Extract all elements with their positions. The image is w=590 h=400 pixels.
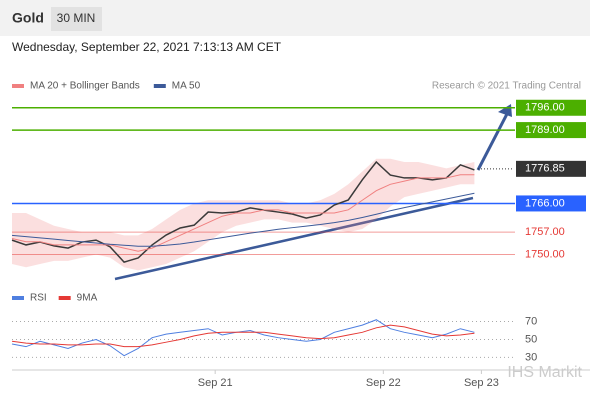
rsi-line bbox=[11, 319, 475, 357]
legend-label: MA 50 bbox=[172, 81, 201, 92]
x-tick-label: Sep 22 bbox=[366, 377, 401, 389]
level-box bbox=[516, 122, 586, 139]
legend-swatch bbox=[12, 296, 24, 300]
legend-label: 9MA bbox=[77, 293, 98, 304]
tab-label[interactable]: 30 MIN bbox=[57, 11, 96, 25]
legend-label: RSI bbox=[30, 293, 47, 304]
price-line bbox=[11, 160, 475, 263]
level-box bbox=[516, 99, 586, 116]
bollinger-band bbox=[12, 158, 475, 271]
level-label: 1757.00 bbox=[525, 226, 565, 238]
credit: Research © 2021 Trading Central bbox=[432, 81, 581, 92]
y-tick-label: 70 bbox=[525, 315, 537, 327]
ma-line bbox=[11, 174, 475, 252]
level-label: 1789.00 bbox=[525, 124, 565, 136]
legend-swatch bbox=[153, 84, 166, 88]
forecast-arrow bbox=[476, 111, 510, 171]
rsi-ma-line bbox=[11, 324, 475, 348]
legend-label: MA 20 + Bollinger Bands bbox=[30, 81, 140, 92]
level-label: 1776.85 bbox=[525, 163, 565, 175]
tab[interactable] bbox=[51, 7, 102, 31]
x-tick-label: Sep 23 bbox=[464, 377, 499, 389]
trend-line bbox=[114, 196, 474, 281]
level-box bbox=[516, 160, 586, 177]
legend-swatch bbox=[58, 296, 71, 300]
level-box bbox=[516, 195, 586, 212]
y-tick-label: 30 bbox=[525, 351, 537, 363]
level-label: 1766.00 bbox=[525, 197, 565, 209]
date: Wednesday, September 22, 2021 7:13:13 AM… bbox=[12, 40, 282, 54]
level-label: 1750.00 bbox=[525, 248, 565, 260]
y-tick-label: 50 bbox=[525, 333, 537, 345]
ma-line bbox=[11, 192, 475, 247]
title: Gold bbox=[12, 10, 44, 26]
legend-swatch bbox=[12, 84, 24, 88]
x-tick-label: Sep 21 bbox=[198, 377, 233, 389]
watermark: IHS Markit bbox=[507, 364, 582, 381]
level-label: 1796.00 bbox=[525, 102, 565, 114]
